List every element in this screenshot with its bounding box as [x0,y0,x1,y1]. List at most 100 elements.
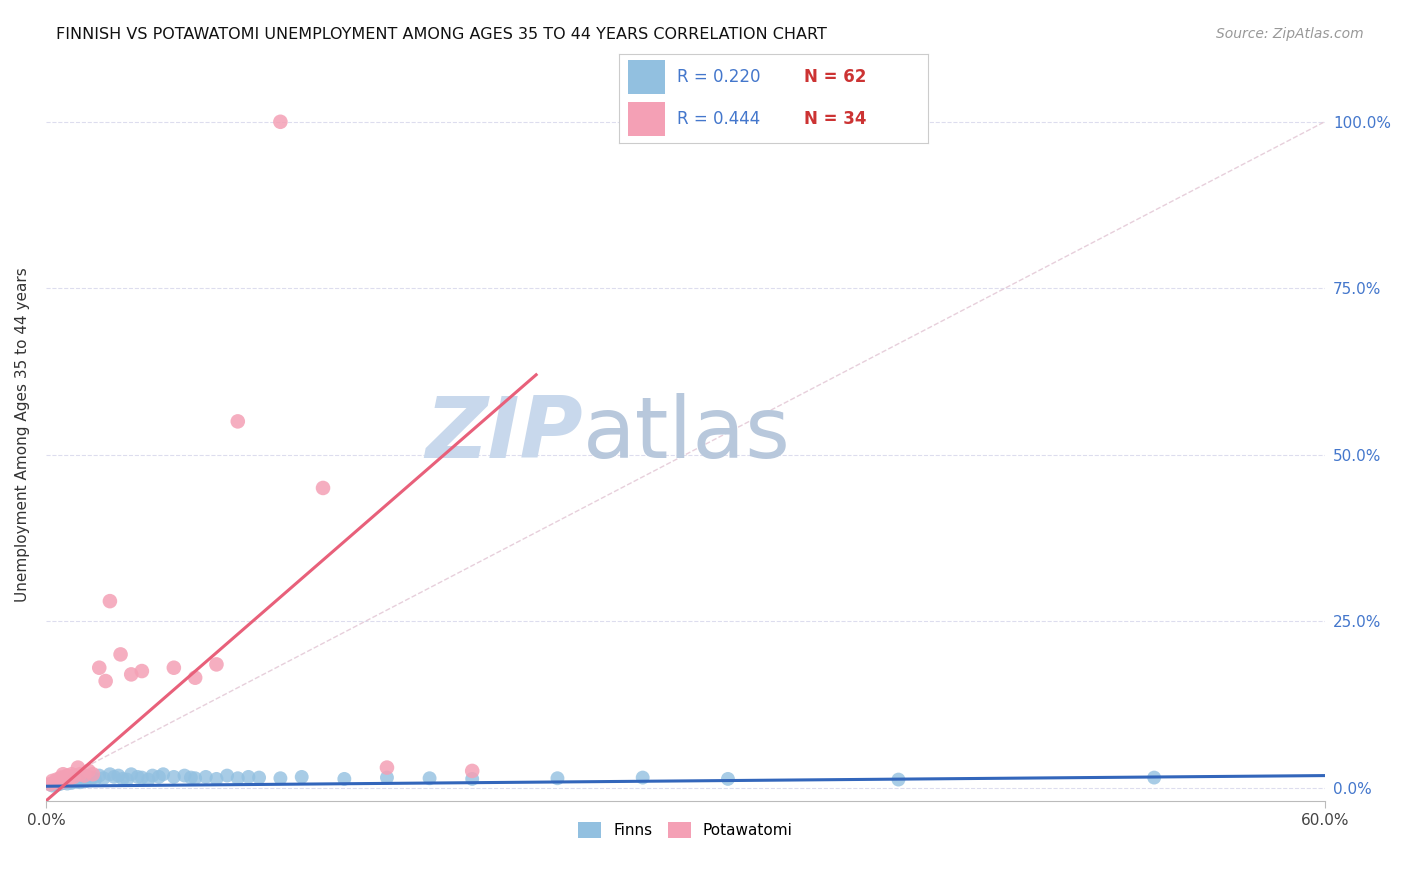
Point [84,772,107,787]
Text: R = 0.220: R = 0.220 [678,68,761,87]
Point [461,764,484,778]
Point [48,777,70,791]
Bar [628,60,665,94]
Point [631,771,654,785]
Point [66,771,89,785]
Point [62,770,84,784]
Point [312,481,335,495]
Point [127,770,149,784]
Point [77,770,100,784]
Point [39,777,62,791]
Point [148,770,170,784]
Point [49,776,72,790]
Point [184,671,207,685]
Point [82,767,104,781]
Point [103,770,125,784]
Point [375,771,398,785]
Point [111,772,134,786]
Point [80,772,103,786]
Text: Source: ZipAtlas.com: Source: ZipAtlas.com [1216,27,1364,41]
Point [115,772,138,787]
Point [58,771,80,785]
Legend: Finns, Potawatomi: Finns, Potawatomi [572,816,799,845]
Point [69,767,91,781]
Point [269,771,291,785]
Point [131,771,153,785]
Point [98,594,121,608]
Point [184,771,207,785]
Point [205,657,228,672]
Point [717,772,740,786]
Point [60,767,83,781]
Point [107,768,129,782]
Point [49,773,72,788]
Point [131,664,153,678]
Point [226,771,249,785]
Point [56,768,79,782]
Point [66,761,89,775]
Point [49,771,72,785]
Bar [628,102,665,136]
Point [94,673,117,688]
Point [65,774,87,789]
Point [73,772,96,787]
Point [152,767,174,781]
Text: atlas: atlas [583,393,792,476]
Point [173,768,195,782]
Point [419,771,441,785]
Point [52,772,75,787]
Point [49,775,72,789]
Point [45,778,67,792]
Point [44,776,66,790]
Point [41,773,63,788]
Point [56,772,79,787]
Point [98,767,121,781]
Point [73,768,96,782]
Y-axis label: Unemployment Among Ages 35 to 44 years: Unemployment Among Ages 35 to 44 years [15,268,30,602]
Point [52,771,75,785]
Point [110,648,132,662]
Point [45,772,67,787]
Point [53,771,76,785]
Point [48,773,70,788]
Point [887,772,910,787]
Point [77,764,100,778]
Point [52,776,75,790]
Point [1143,771,1166,785]
Point [461,772,484,786]
Point [69,775,91,789]
Text: FINNISH VS POTAWATOMI UNEMPLOYMENT AMONG AGES 35 TO 44 YEARS CORRELATION CHART: FINNISH VS POTAWATOMI UNEMPLOYMENT AMONG… [56,27,827,42]
Point [120,767,142,781]
Point [333,772,356,786]
Point [48,772,70,787]
Point [56,773,79,788]
Point [39,777,62,791]
Point [226,414,249,428]
Point [52,767,75,781]
Point [546,771,568,785]
Point [238,770,260,784]
Point [58,773,80,788]
Point [75,773,97,788]
Point [89,768,111,782]
Point [291,770,314,784]
Point [44,775,66,789]
Point [375,761,398,775]
Point [120,667,142,681]
Point [180,771,202,785]
Text: R = 0.444: R = 0.444 [678,110,761,128]
Point [41,779,63,793]
Text: N = 62: N = 62 [804,68,866,87]
Point [56,776,79,790]
Point [62,772,84,786]
Point [141,768,163,782]
Point [136,772,159,787]
Point [163,661,186,675]
Point [70,771,93,785]
Point [60,776,83,790]
Point [82,771,104,785]
Point [45,775,67,789]
Point [247,771,270,785]
Text: ZIP: ZIP [426,393,583,476]
Point [89,661,111,675]
